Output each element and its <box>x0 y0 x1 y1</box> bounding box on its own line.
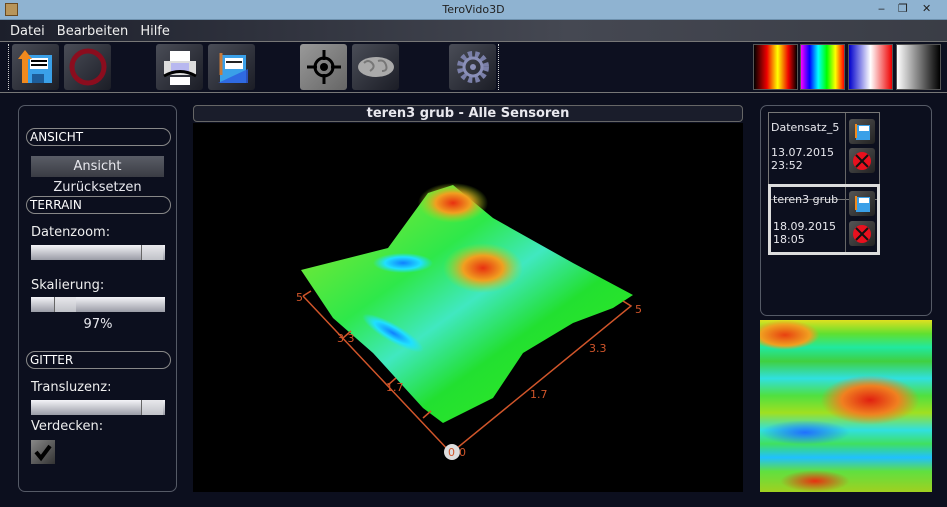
delete-icon <box>853 151 871 170</box>
menu-bearbeiten[interactable]: Bearbeiten <box>56 24 129 39</box>
terrain-surface: 5 3.3 1.7 5 3.3 1.7 0 0 <box>296 183 642 460</box>
axis-left-tick: 3.3 <box>337 332 355 345</box>
axes <box>302 290 633 455</box>
load-button[interactable] <box>12 44 59 90</box>
map-button[interactable] <box>352 44 399 90</box>
view-title: teren3 grub - Alle Sensoren <box>193 105 743 122</box>
3d-terrain-view[interactable]: 5 3.3 1.7 5 3.3 1.7 0 0 <box>193 123 743 492</box>
menu-bar: Datei Bearbeiten Hilfe <box>0 20 947 41</box>
dataset-time: 18:05 <box>773 233 805 246</box>
verdecken-label: Verdecken: <box>31 419 104 434</box>
slider-thumb[interactable] <box>141 400 163 415</box>
settings-button[interactable] <box>449 44 496 90</box>
settings-panel: ANSICHT Ansicht Zurücksetzen TERRAIN Dat… <box>18 105 177 492</box>
rotation-handle[interactable] <box>444 444 460 460</box>
print-button[interactable] <box>156 44 203 90</box>
reset-view-button[interactable]: Ansicht Zurücksetzen <box>31 156 164 195</box>
print-icon <box>162 51 197 85</box>
dataset-panel: Datensatz_5 13.07.2015 23:52 teren3 grub… <box>760 105 932 316</box>
load-dataset-button[interactable] <box>849 119 875 144</box>
datenzoom-slider[interactable] <box>31 245 165 260</box>
palette-blue-white-red[interactable] <box>848 44 893 90</box>
load-file-icon <box>855 195 870 212</box>
skalierung-slider[interactable] <box>31 297 165 312</box>
origin-label: 0 <box>459 446 466 459</box>
window-title: TeroVido3D <box>442 3 505 16</box>
center-button[interactable] <box>300 44 347 90</box>
palette-red-black[interactable] <box>753 44 798 90</box>
load-file-icon <box>17 50 52 83</box>
axis-right-tick: 5 <box>635 303 642 316</box>
delete-dataset-button[interactable] <box>849 148 875 173</box>
verdecken-checkbox[interactable] <box>31 440 55 464</box>
top-view-map[interactable] <box>760 320 932 492</box>
dataset-date: 13.07.2015 <box>771 146 834 159</box>
toolbar <box>0 41 947 93</box>
slider-thumb[interactable] <box>141 245 163 260</box>
world-map-icon <box>357 57 394 77</box>
export-icon <box>217 53 248 83</box>
minimize-button[interactable]: ‒ <box>878 2 885 15</box>
palette-rainbow[interactable] <box>800 44 845 90</box>
gear-icon <box>456 51 489 83</box>
dataset-name: Datensatz_5 <box>771 121 840 134</box>
skalierung-label: Skalierung: <box>31 278 105 293</box>
crosshair-icon <box>306 50 341 84</box>
axis-right-tick: 1.7 <box>530 388 548 401</box>
menu-datei[interactable]: Datei <box>10 24 45 39</box>
delete-dataset-button[interactable] <box>849 221 875 246</box>
dataset-item-selected[interactable]: teren3 grub 18.09.2015 18:05 <box>768 184 880 255</box>
dataset-item[interactable]: Datensatz_5 13.07.2015 23:52 <box>768 112 880 200</box>
stop-button[interactable] <box>64 44 111 90</box>
palette-grayscale[interactable] <box>896 44 941 90</box>
title-bar: TeroVido3D ‒ ❐ ✕ <box>0 0 947 20</box>
origin-label: 0 <box>448 446 455 459</box>
menu-hilfe[interactable]: Hilfe <box>140 24 170 39</box>
dataset-name: teren3 grub <box>773 193 839 206</box>
delete-icon <box>853 224 871 243</box>
dataset-time: 23:52 <box>771 159 803 172</box>
checkmark-icon <box>34 444 52 462</box>
axis-left-tick: 5 <box>296 291 303 304</box>
skalierung-value: 97% <box>83 317 113 332</box>
section-header-gitter: GITTER <box>26 351 171 369</box>
transluzenz-slider[interactable] <box>31 400 165 415</box>
section-header-terrain: TERRAIN <box>26 196 171 214</box>
dataset-date: 18.09.2015 <box>773 220 836 233</box>
close-button[interactable]: ✕ <box>922 2 932 15</box>
axis-left-tick: 1.7 <box>386 381 404 394</box>
axis-right-tick: 3.3 <box>589 342 607 355</box>
stop-icon <box>69 48 106 86</box>
transluzenz-label: Transluzenz: <box>31 380 112 395</box>
app-icon <box>5 3 18 16</box>
load-dataset-button[interactable] <box>849 191 875 216</box>
maximize-button[interactable]: ❐ <box>898 2 908 15</box>
export-button[interactable] <box>208 44 255 90</box>
load-file-icon <box>855 123 870 140</box>
datenzoom-label: Datenzoom: <box>31 225 111 240</box>
slider-thumb[interactable] <box>54 297 76 312</box>
section-header-ansicht: ANSICHT <box>26 128 171 146</box>
